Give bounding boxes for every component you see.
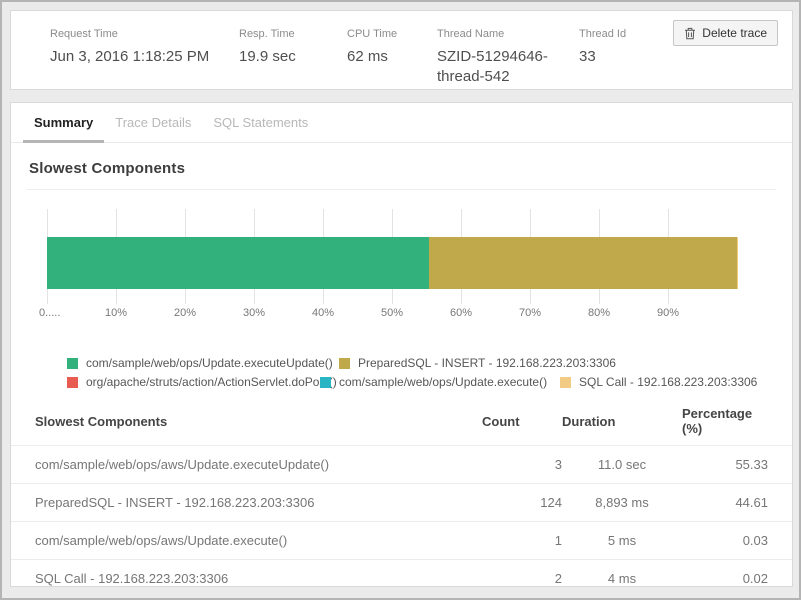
cell-component: PreparedSQL - INSERT - 192.168.223.203:3…	[11, 483, 482, 522]
stat-value: 19.9 sec	[239, 48, 296, 65]
legend-item: com/sample/web/ops/Update.execute()	[320, 375, 560, 389]
cell-component: com/sample/web/ops/aws/Update.executeUpd…	[11, 445, 482, 484]
table-header-row: Slowest Components Count Duration Percentag…	[11, 397, 792, 446]
axis-tick-label: 20%	[173, 307, 197, 319]
legend-swatch-icon	[339, 357, 350, 369]
stat-value: 62 ms	[347, 48, 388, 65]
stat-label: Resp. Time	[239, 28, 295, 40]
trace-stats: Request Time Jun 3, 2016 1:18:25 PM Resp. …	[11, 11, 792, 87]
legend-item: com/sample/web/ops/Update.executeUpdate(…	[67, 356, 339, 370]
legend-item: org/apache/struts/action/ActionServlet.d…	[67, 375, 337, 389]
stat-label: Request Time	[50, 28, 118, 40]
legend-row: com/sample/web/ops/Update.executeUpdate(…	[67, 356, 792, 370]
legend-swatch-icon	[67, 376, 78, 388]
trace-main-card: Summary Trace Details SQL Statements Slowe…	[10, 102, 793, 597]
slowest-components-table: Slowest Components Count Duration Percentag…	[11, 397, 792, 597]
cell-count: 3	[482, 445, 562, 484]
tab-bar: Summary Trace Details SQL Statements	[11, 103, 792, 143]
stat-block: Thread Id 33	[579, 28, 659, 87]
legend-label: SQL Call - 192.168.223.203:3306	[579, 375, 758, 389]
slowest-components-chart: 0..... 10% 20% 30% 40% 50% 60% 70% 80% 90% com/sa…	[11, 209, 792, 389]
bar-segment	[47, 237, 429, 289]
cell-percentage: 0.03	[682, 521, 792, 560]
legend-label: org/apache/struts/action/ActionServlet.d…	[86, 375, 337, 389]
stat-block: CPU Time 62 ms	[347, 28, 437, 87]
table-row: PreparedSQL - INSERT - 192.168.223.203:3…	[11, 483, 792, 522]
legend-swatch-icon	[67, 357, 78, 369]
stat-value: Jun 3, 2016 1:18:25 PM	[50, 48, 210, 65]
axis-tick-label: 60%	[449, 307, 473, 319]
chart-x-axis: 0..... 10% 20% 30% 40% 50% 60% 70% 80% 90%	[39, 307, 737, 323]
cell-duration: 11.0 sec	[562, 445, 682, 484]
legend-label: com/sample/web/ops/Update.execute()	[339, 375, 548, 389]
axis-tick-label: 0.....	[39, 307, 61, 319]
axis-tick-label: 10%	[104, 307, 128, 319]
legend-swatch-icon	[560, 376, 571, 388]
trash-icon	[684, 27, 696, 40]
stat-block: Request Time Jun 3, 2016 1:18:25 PM	[50, 28, 239, 87]
table-row: com/sample/web/ops/aws/Update.execute() 1…	[11, 521, 792, 560]
cell-component: com/sample/web/ops/aws/Update.execute()	[11, 521, 482, 560]
legend-item: SQL Call - 192.168.223.203:3306	[560, 375, 757, 389]
cell-percentage: 44.61	[682, 483, 792, 522]
cell-duration: 5 ms	[562, 521, 682, 560]
chart-plot-area	[47, 209, 737, 304]
axis-tick-label: 40%	[311, 307, 335, 319]
stat-block: Thread Name SZID-51294646-thread-542	[437, 28, 579, 87]
cell-duration: 4 ms	[562, 559, 682, 597]
table-row: SQL Call - 192.168.223.203:3306 2 4 ms 0.02	[11, 559, 792, 597]
table-column-header: Count	[482, 413, 520, 429]
cell-count: 2	[482, 559, 562, 597]
tab-summary[interactable]: Summary	[23, 103, 105, 143]
cell-count: 124	[482, 483, 562, 522]
cell-percentage: 0.02	[682, 559, 792, 597]
stacked-bar	[47, 237, 737, 289]
table-column-header: Percentage (%)	[682, 406, 753, 436]
delete-trace-label: Delete trace	[702, 26, 767, 40]
section-divider	[27, 189, 776, 190]
tab-trace-details[interactable]: Trace Details	[115, 115, 192, 130]
stat-value: SZID-51294646-thread-542	[437, 48, 548, 85]
delete-trace-button[interactable]: Delete trace	[673, 20, 778, 46]
axis-tick-label: 80%	[587, 307, 611, 319]
table-column-header: Duration	[562, 413, 616, 429]
axis-tick-label: 30%	[242, 307, 266, 319]
stat-label: Thread Name	[437, 28, 505, 40]
axis-tick-label: 70%	[518, 307, 542, 319]
legend-item: PreparedSQL - INSERT - 192.168.223.203:3…	[339, 356, 616, 370]
legend-row: org/apache/struts/action/ActionServlet.d…	[67, 375, 792, 389]
legend-label: com/sample/web/ops/Update.executeUpdate(…	[86, 356, 333, 370]
cell-duration: 8,893 ms	[562, 483, 682, 522]
trace-header-card: Request Time Jun 3, 2016 1:18:25 PM Resp. …	[10, 10, 793, 90]
table-row: com/sample/web/ops/aws/Update.executeUpd…	[11, 445, 792, 484]
stat-label: Thread Id	[579, 28, 627, 40]
legend-label: PreparedSQL - INSERT - 192.168.223.203:3…	[358, 356, 616, 370]
axis-tick-label: 90%	[656, 307, 680, 319]
table-column-header: Slowest Components	[35, 413, 168, 429]
cell-component: SQL Call - 192.168.223.203:3306	[11, 559, 482, 597]
axis-tick-label: 50%	[380, 307, 404, 319]
cell-count: 1	[482, 521, 562, 560]
stat-value: 33	[579, 48, 596, 65]
stat-block: Resp. Time 19.9 sec	[239, 28, 347, 87]
section-title: Slowest Components	[29, 160, 186, 177]
legend-swatch-icon	[320, 376, 331, 388]
tab-sql-statements[interactable]: SQL Statements	[213, 115, 309, 130]
cell-percentage: 55.33	[682, 445, 792, 484]
stat-label: CPU Time	[347, 28, 398, 40]
bar-segment	[428, 237, 737, 289]
chart-legend: com/sample/web/ops/Update.executeUpdate(…	[67, 356, 792, 389]
